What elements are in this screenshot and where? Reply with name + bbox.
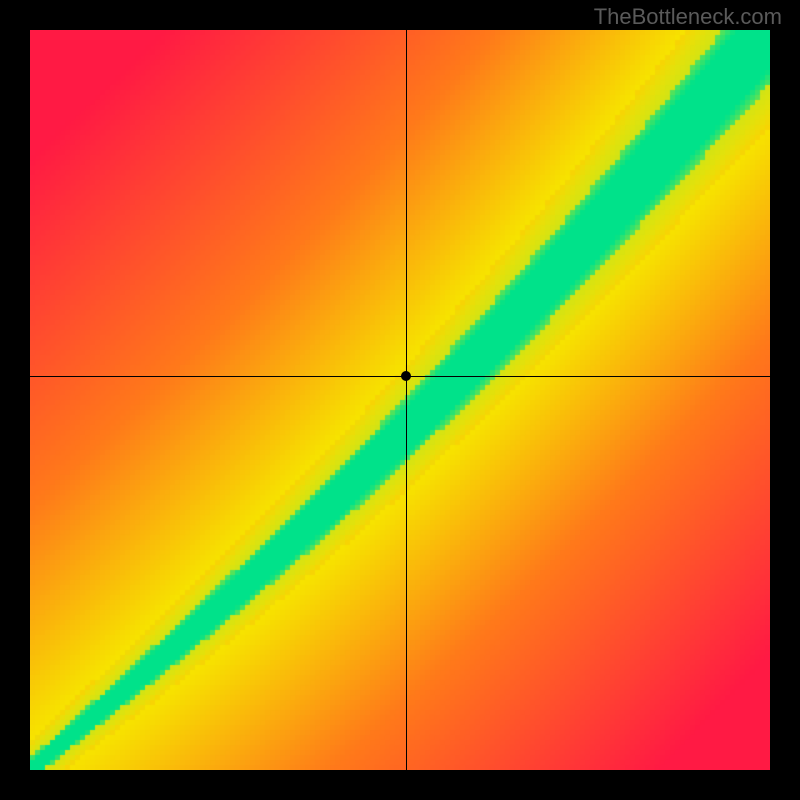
watermark-text: TheBottleneck.com [594,4,782,30]
crosshair-vertical [406,30,407,770]
heatmap-plot [30,30,770,770]
crosshair-marker [401,371,411,381]
chart-container: TheBottleneck.com [0,0,800,800]
heatmap-canvas [30,30,770,770]
